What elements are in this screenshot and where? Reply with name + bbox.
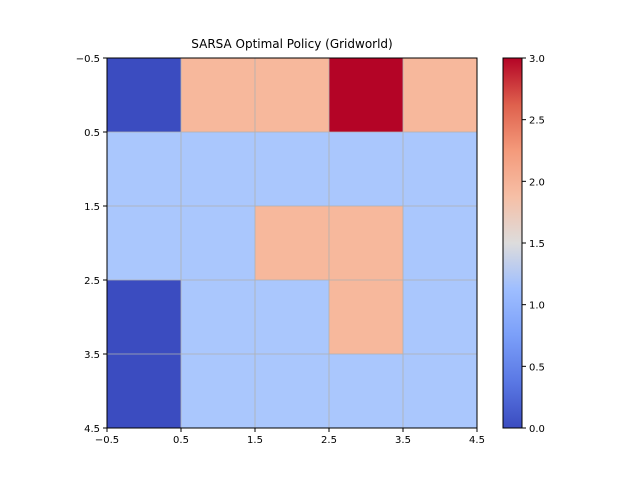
heatmap-cell [329, 280, 403, 354]
colorbar-tick-label: 2.5 [529, 116, 545, 127]
y-tick-label: −0.5 [76, 54, 100, 65]
colorbar-tick-label: 1.5 [529, 239, 545, 250]
x-tick-label: 0.5 [173, 435, 189, 446]
heatmap-cell [403, 354, 477, 428]
heatmap-cell [403, 206, 477, 280]
heatmap-cell [255, 206, 329, 280]
x-tick-label: 2.5 [321, 435, 337, 446]
heatmap-cell [329, 132, 403, 206]
y-tick-label: 2.5 [84, 276, 100, 287]
heatmap-cell [403, 280, 477, 354]
heatmap-cell [403, 132, 477, 206]
heatmap-cell [255, 354, 329, 428]
heatmap-cell [329, 354, 403, 428]
colorbar-tick-label: 2.0 [529, 177, 545, 188]
colorbar [502, 57, 523, 429]
chart-title: SARSA Optimal Policy (Gridworld) [191, 37, 392, 51]
heatmap-cell [107, 58, 181, 132]
heatmap-cell [107, 354, 181, 428]
heatmap-cells [107, 58, 477, 428]
colorbar-tick-label: 1.0 [529, 301, 545, 312]
heatmap-cell [181, 354, 255, 428]
x-axis: −0.5 0.5 1.5 2.5 3.5 4.5 [95, 428, 485, 446]
heatmap-cell [329, 58, 403, 132]
plot-frame [106, 57, 478, 429]
heatmap-cell [255, 132, 329, 206]
heatmap-cell [107, 132, 181, 206]
colorbar-tick-label: 0.5 [529, 362, 545, 373]
y-tick-label: 4.5 [84, 424, 100, 435]
y-tick-label: 3.5 [84, 350, 100, 361]
heatmap-cell [255, 280, 329, 354]
y-tick-label: 0.5 [84, 128, 100, 139]
heatmap-cell [329, 206, 403, 280]
heatmap-cell [181, 206, 255, 280]
heatmap-cell [107, 206, 181, 280]
heatmap-cell [181, 132, 255, 206]
x-tick-label: 1.5 [247, 435, 263, 446]
heatmap-cell [107, 280, 181, 354]
heatmap-cell [181, 280, 255, 354]
heatmap-cell [403, 58, 477, 132]
colorbar-axis: 0.0 0.5 1.0 1.5 2.0 2.5 3.0 [522, 54, 545, 435]
x-tick-label: −0.5 [95, 435, 119, 446]
x-tick-label: 4.5 [469, 435, 485, 446]
colorbar-tick-label: 3.0 [529, 54, 545, 65]
y-axis: −0.5 0.5 1.5 2.5 3.5 4.5 [76, 54, 107, 435]
heatmap-cell [255, 58, 329, 132]
colorbar-tick-label: 0.0 [529, 424, 545, 435]
heatmap-cell [181, 58, 255, 132]
y-tick-label: 1.5 [84, 202, 100, 213]
x-tick-label: 3.5 [395, 435, 411, 446]
